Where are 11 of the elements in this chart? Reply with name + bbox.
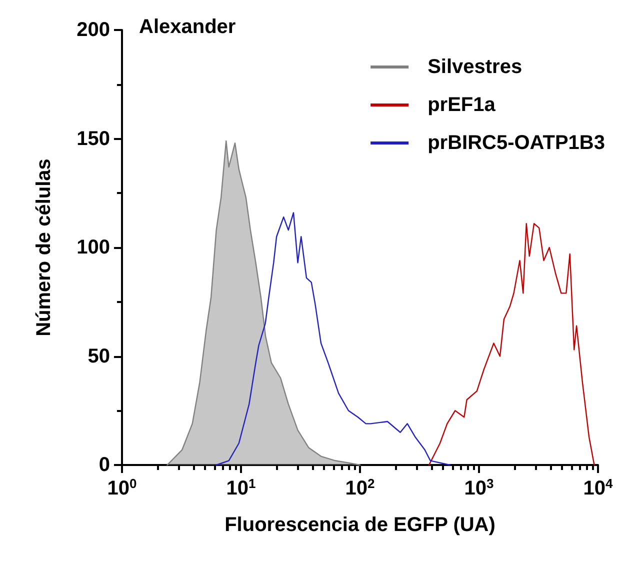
y-axis-title: Número de células bbox=[33, 158, 55, 336]
legend-label: prEF1a bbox=[428, 94, 496, 116]
legend-label: Silvestres bbox=[428, 56, 522, 78]
y-tick-label: 0 bbox=[98, 454, 110, 476]
y-tick-label: 50 bbox=[88, 345, 110, 368]
y-tick-label: 200 bbox=[76, 19, 110, 41]
y-tick-label: 150 bbox=[76, 128, 110, 150]
y-tick-label: 100 bbox=[76, 236, 110, 258]
x-axis-title: Fluorescencia de EGFP (UA) bbox=[224, 514, 496, 536]
chart-title: Alexander bbox=[139, 16, 236, 38]
legend-label: prBIRC5-OATP1B3 bbox=[428, 132, 606, 154]
